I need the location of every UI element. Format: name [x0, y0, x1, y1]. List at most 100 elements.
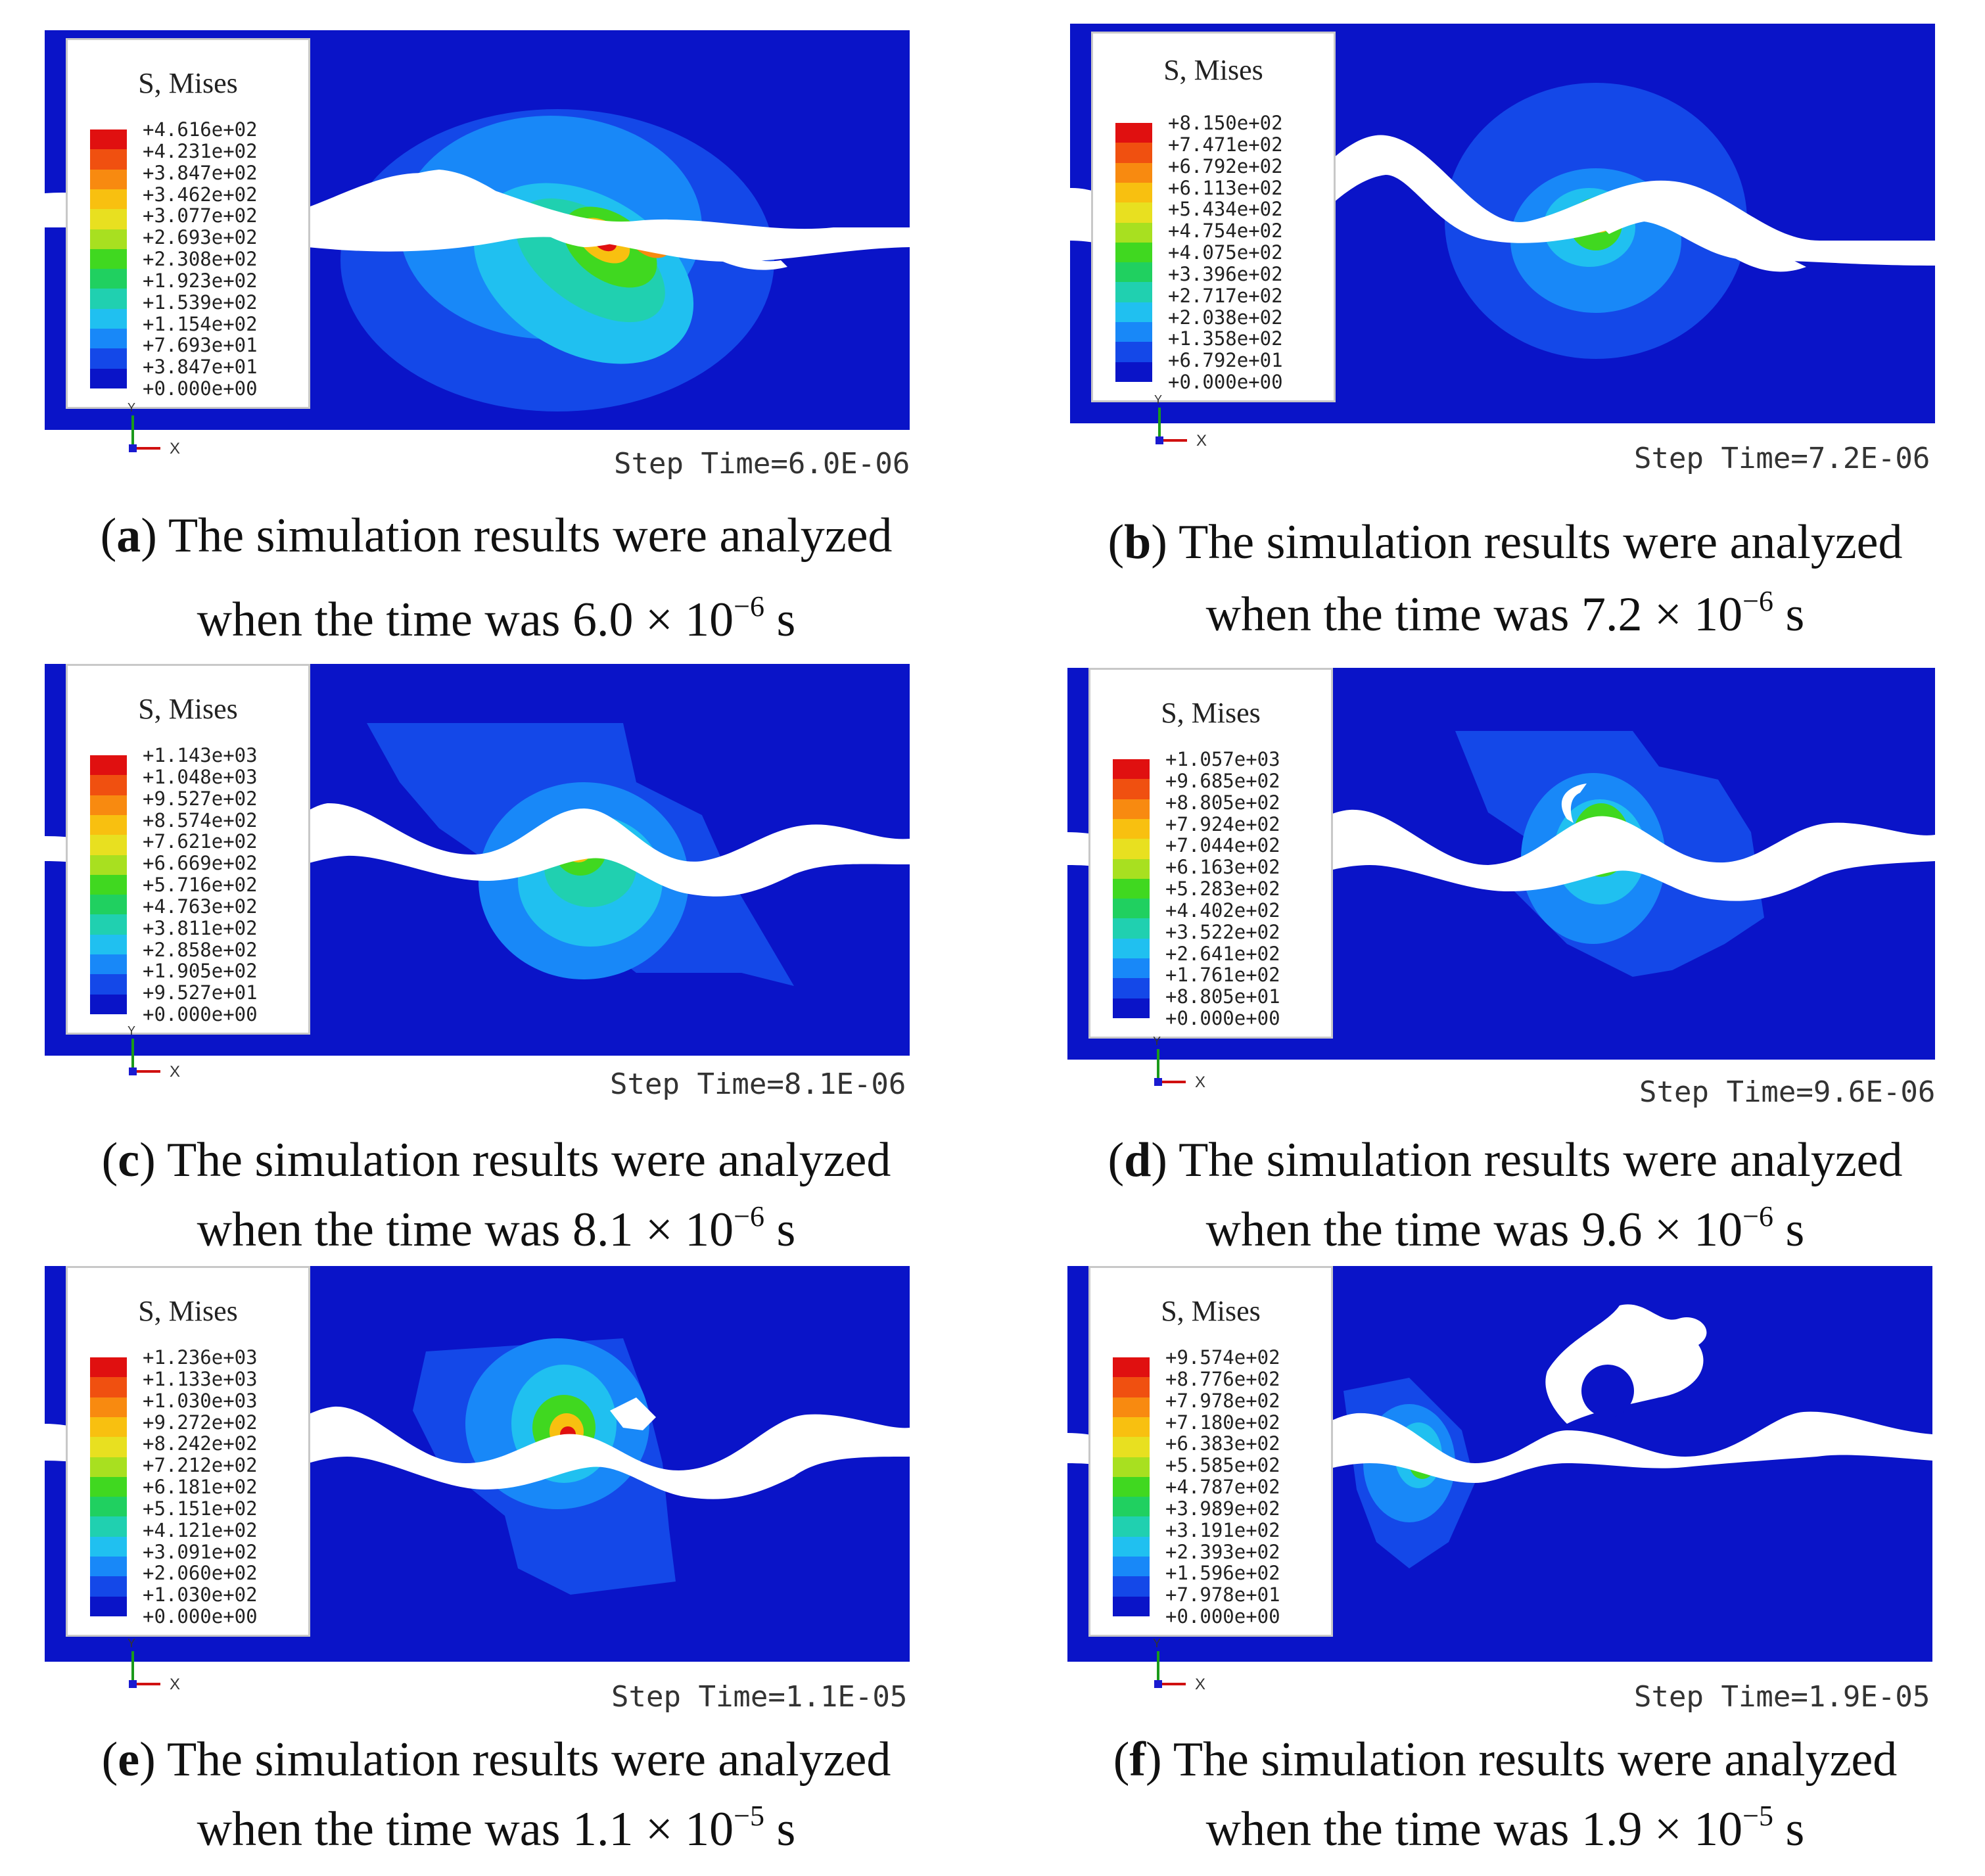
caption-line1: The simulation results were analyzed: [1173, 1733, 1898, 1787]
legend-values: +1.143e+03 +1.048e+03 +9.527e+02 +8.574e+02…: [143, 746, 314, 1025]
legend-value: +7.693e+01: [143, 334, 258, 357]
axis-x-label: X: [1196, 432, 1207, 446]
axis-x-label: X: [170, 1676, 180, 1689]
legend-value: +6.163e+02: [1165, 856, 1280, 879]
legend-title: S, Mises: [138, 1295, 238, 1327]
legend-values: +9.574e+02 +8.776e+02 +7.978e+02 +7.180e+02…: [1165, 1348, 1336, 1626]
color-scale-band: [90, 1417, 127, 1438]
legend-value: +3.462e+02: [143, 183, 258, 206]
color-scale: [1113, 759, 1150, 1019]
caption-exponent: −6: [734, 1200, 765, 1232]
caption-line1: The simulation results were analyzed: [166, 1733, 891, 1787]
legend-value: +1.030e+02: [143, 1583, 258, 1606]
color-scale-band: [90, 974, 127, 995]
legend-value: +8.805e+02: [1165, 791, 1280, 814]
legend-value: +1.030e+03: [143, 1389, 258, 1412]
color-scale-band: [90, 1457, 127, 1478]
color-scale-band: [90, 229, 127, 250]
axis-y-label: Y: [1153, 1637, 1161, 1650]
color-scale-band: [1113, 978, 1150, 999]
color-scale-band: [1113, 1457, 1150, 1478]
legend-value: +0.000e+00: [1168, 371, 1283, 393]
caption-exponent: −5: [734, 1800, 765, 1832]
color-scale-band: [90, 775, 127, 796]
caption-letter: e: [118, 1733, 140, 1787]
color-scale-band: [90, 895, 127, 915]
caption-unit: s: [776, 1203, 796, 1257]
axis-y-label: Y: [1153, 1035, 1161, 1048]
axis-triad-b: Y X: [1149, 393, 1221, 450]
step-time-d: Step Time=9.6E-06: [1639, 1075, 1936, 1109]
color-scale: [1115, 123, 1152, 383]
color-scale-band: [90, 308, 127, 329]
legend-a: S, Mises +4.616e+02 +4.231e+02 +3.847e+02 +…: [66, 38, 310, 409]
color-scale-band: [1115, 182, 1152, 203]
axis-y-label: Y: [128, 1637, 135, 1650]
color-scale-band: [1115, 262, 1152, 283]
legend-value: +1.236e+03: [143, 1346, 258, 1369]
color-scale-band: [90, 914, 127, 935]
step-time-c: Step Time=8.1E-06: [610, 1067, 906, 1101]
color-scale-band: [1113, 1417, 1150, 1438]
caption-exponent: −6: [1742, 585, 1774, 617]
caption-exponent: −6: [1742, 1200, 1774, 1232]
color-scale-band: [1115, 143, 1152, 164]
legend-value: +5.434e+02: [1168, 198, 1283, 221]
legend-value: +4.754e+02: [1168, 220, 1283, 243]
caption-exponent: −5: [1742, 1800, 1774, 1832]
axis-y-label: Y: [1154, 393, 1162, 406]
legend-value: +5.283e+02: [1165, 878, 1280, 900]
legend-value: +9.272e+02: [143, 1411, 258, 1434]
color-scale-band: [1113, 1377, 1150, 1398]
axis-x-label: X: [1195, 1073, 1205, 1087]
color-scale-band: [1115, 302, 1152, 323]
caption-line1: The simulation results were analyzed: [1179, 515, 1903, 569]
legend-value: +3.989e+02: [1165, 1497, 1280, 1520]
caption-unit: s: [1785, 1203, 1805, 1257]
legend-value: +6.792e+01: [1168, 349, 1283, 372]
legend-title: S, Mises: [1161, 1295, 1261, 1327]
legend-value: +7.212e+02: [143, 1454, 258, 1477]
color-scale-band: [1113, 938, 1150, 959]
color-scale-band: [90, 1397, 127, 1418]
caption-line2: when the time was 1.9 × 10: [1205, 1802, 1743, 1856]
color-scale-band: [1113, 1557, 1150, 1577]
legend-value: +1.539e+02: [143, 291, 258, 314]
caption-line1: The simulation results were analyzed: [168, 509, 893, 563]
color-scale-band: [90, 1557, 127, 1577]
legend-value: +6.792e+02: [1168, 154, 1283, 177]
legend-value: +1.923e+02: [143, 269, 258, 292]
axis-y-label: Y: [128, 1024, 135, 1037]
legend-value: +2.858e+02: [143, 938, 258, 961]
caption-e: (e) The simulation results were analyzed…: [101, 1733, 891, 1856]
color-scale-band: [1113, 878, 1150, 899]
caption-letter: f: [1129, 1733, 1146, 1787]
legend-value: +3.091e+02: [143, 1540, 258, 1563]
color-scale-band: [90, 248, 127, 270]
color-scale-band: [1115, 322, 1152, 342]
caption-letter: c: [118, 1133, 140, 1187]
legend-value: +2.308e+02: [143, 248, 258, 270]
legend-value: +2.393e+02: [1165, 1540, 1280, 1563]
legend-e: S, Mises +1.236e+03 +1.133e+03 +1.030e+03 +…: [66, 1266, 310, 1637]
color-scale-band: [1113, 1596, 1150, 1617]
color-scale-band: [90, 1576, 127, 1597]
legend-value: +8.805e+01: [1165, 985, 1280, 1008]
legend-value: +4.075e+02: [1168, 241, 1283, 264]
simulation-image-d: [1067, 668, 1935, 1060]
legend-value: +9.685e+02: [1165, 769, 1280, 792]
legend-values: +8.150e+02 +7.471e+02 +6.792e+02 +6.113e+02…: [1168, 114, 1339, 393]
color-scale-band: [90, 1516, 127, 1537]
caption-d: (d) The simulation results were analyzed…: [1108, 1133, 1903, 1257]
color-scale-band: [90, 1357, 127, 1378]
legend-value: +1.048e+03: [143, 765, 258, 788]
color-scale-band: [90, 289, 127, 310]
color-scale-band: [1113, 858, 1150, 879]
legend-value: +0.000e+00: [143, 1003, 258, 1025]
color-scale-band: [90, 874, 127, 895]
legend-value: +5.151e+02: [143, 1497, 258, 1520]
color-scale-band: [1113, 918, 1150, 939]
axis-triad-a: Y X: [122, 401, 195, 457]
color-scale-band: [90, 1476, 127, 1497]
axis-triad-d: Y X: [1148, 1035, 1220, 1091]
